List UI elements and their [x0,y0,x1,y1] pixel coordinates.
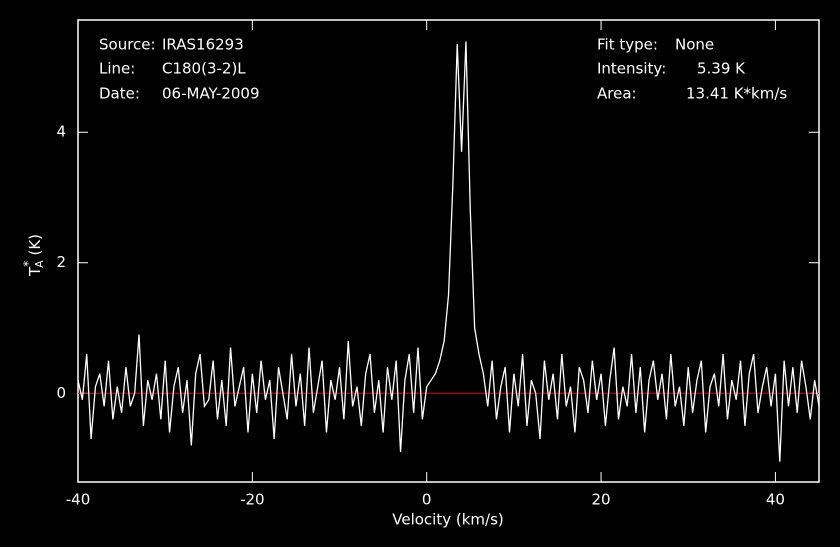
x-tick-label: 20 [592,491,611,509]
x-axis-label: Velocity (km/s) [392,511,503,529]
info-value: IRAS16293 [162,36,244,54]
y-label-sub: A [33,260,46,268]
info-label: Area: [597,85,637,103]
y-label-sup: * [21,261,35,267]
spectrum-line [77,41,820,462]
x-tick-label: -20 [240,491,265,509]
y-tick-label: 2 [56,253,66,271]
y-label-unit: (K) [26,234,44,260]
info-value: C180(3-2)L [162,60,246,78]
x-tick-label: 40 [766,491,785,509]
info-label: Intensity: [597,60,666,78]
x-tick-label: -40 [66,491,91,509]
info-value: 13.41 K*km/s [686,85,787,103]
y-label-base: T [26,266,44,277]
info-value: 5.39 K [697,60,746,78]
info-label: Fit type: [597,36,658,54]
y-tick-label: 4 [56,123,66,141]
plot-frame [77,19,820,483]
info-value: 06-MAY-2009 [162,85,260,103]
info-label: Line: [99,60,135,78]
x-tick-label: 0 [422,491,432,509]
info-label: Source: [99,36,156,54]
y-axis-label: T*A (K) [21,234,47,277]
info-value: None [675,36,714,54]
info-label: Date: [99,85,140,103]
y-tick-label: 0 [56,384,66,402]
